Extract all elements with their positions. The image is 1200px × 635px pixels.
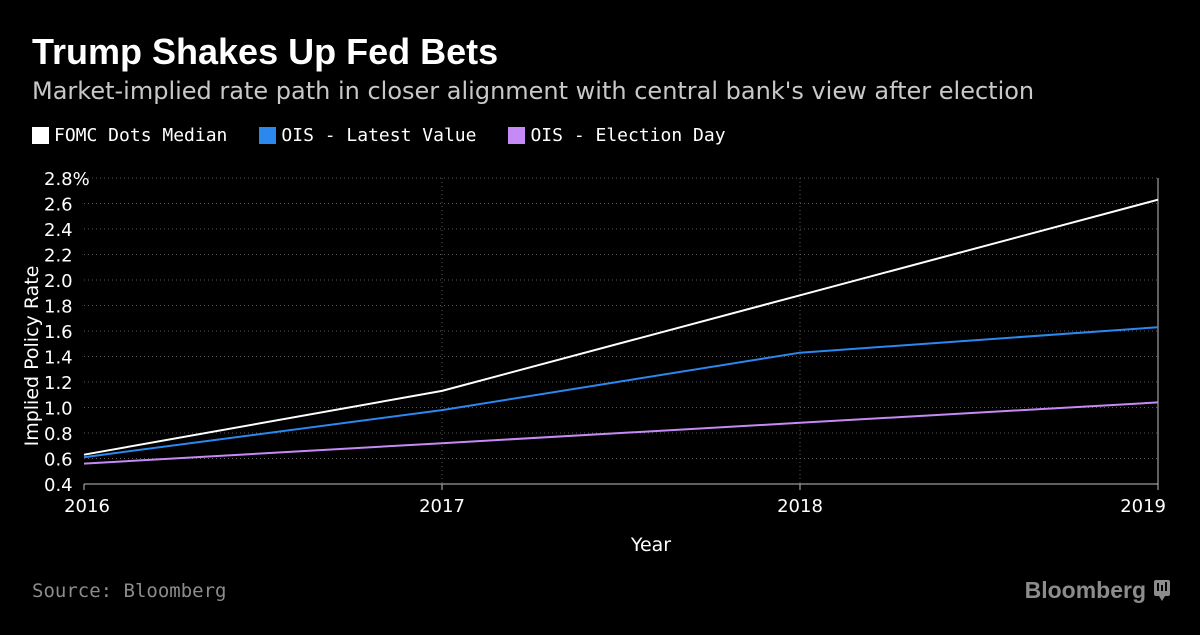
x-tick-label: 2018	[777, 496, 823, 517]
bloomberg-logo: Bloomberg	[1025, 577, 1170, 604]
legend: FOMC Dots Median OIS - Latest Value OIS …	[32, 123, 758, 147]
y-tick-label: 2.4	[44, 220, 73, 241]
legend-swatch-fomc	[32, 126, 49, 144]
y-tick-label: 2.6	[44, 195, 73, 216]
fomc-dots-median-line	[83, 198, 1159, 456]
y-axis-title: Implied Policy Rate	[21, 266, 43, 447]
bloomberg-terminal-icon	[1154, 579, 1170, 601]
y-tick-label: 1.4	[44, 348, 73, 369]
legend-label-ois-election: OIS - Election Day	[530, 124, 726, 146]
legend-item-ois-election: OIS - Election Day	[508, 124, 726, 146]
y-tick-label: 1.0	[44, 399, 73, 420]
y-tick-label: 1.8	[44, 297, 73, 318]
y-tick-label: 0.6	[44, 450, 73, 471]
legend-swatch-ois-election	[508, 126, 526, 144]
legend-item-ois-latest: OIS - Latest Value	[259, 125, 476, 146]
legend-item-fomc: FOMC Dots Median	[32, 125, 227, 146]
brand-name: Bloomberg	[1024, 577, 1146, 603]
y-tick-label: 2.2	[44, 246, 73, 267]
ois-election-day-line	[83, 401, 1159, 465]
chart-subtitle: Market-implied rate path in closer align…	[32, 77, 1035, 105]
y-tick-label: 0.4	[44, 475, 73, 496]
y-tick-label: 2.0	[44, 271, 73, 292]
source-note: Source: Bloomberg	[32, 580, 227, 602]
x-tick-label: 2019	[1120, 496, 1166, 517]
chart-title: Trump Shakes Up Fed Bets	[32, 31, 499, 72]
y-tick-label: 2.8%	[44, 169, 90, 190]
legend-label-fomc: FOMC Dots Median	[54, 124, 228, 146]
legend-label-ois-latest: OIS - Latest Value	[281, 124, 477, 146]
x-tick-label: 2017	[419, 496, 465, 517]
ois-latest-value-line	[83, 326, 1159, 459]
x-axis-title: Year	[630, 534, 671, 556]
x-tick-label: 2016	[64, 496, 110, 517]
legend-swatch-ois-latest	[259, 126, 277, 144]
y-tick-label: 0.8	[44, 424, 73, 445]
y-tick-label: 1.2	[44, 373, 73, 394]
y-tick-label: 1.6	[44, 322, 73, 343]
